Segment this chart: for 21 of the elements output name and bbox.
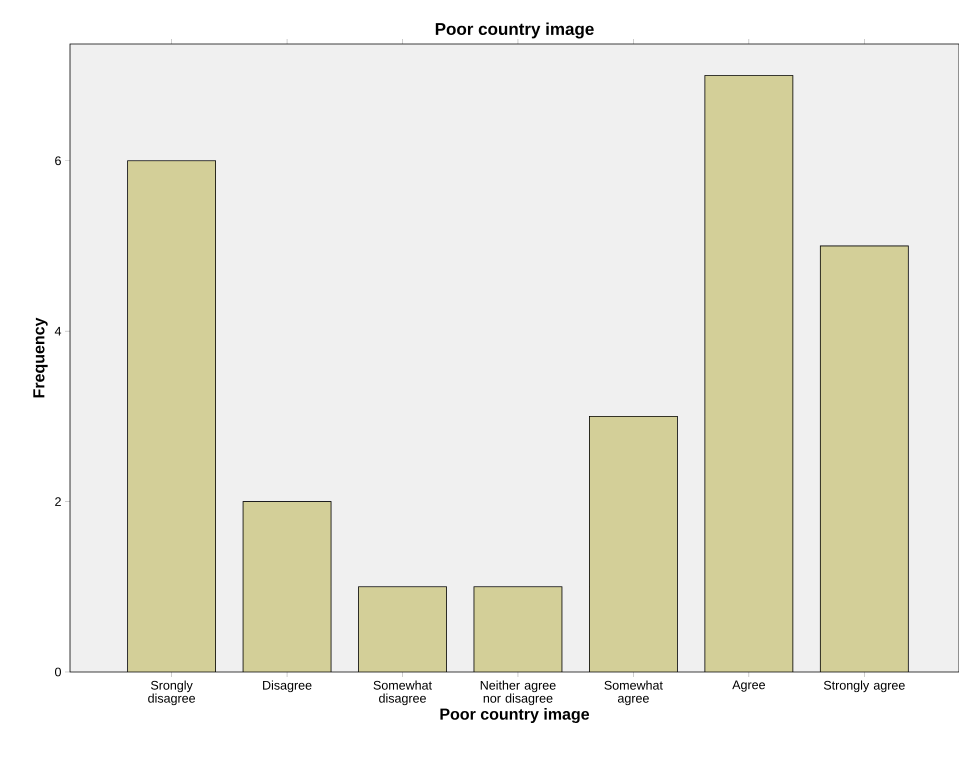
y-axis-title: Frequency (33, 318, 48, 398)
x-tick-label: Disagree (263, 680, 312, 692)
x-tick-label: Somewhat disagree (374, 680, 432, 706)
bar (243, 502, 332, 672)
bar (589, 416, 678, 672)
x-tick-label: Neither agree nor disagree (480, 680, 556, 706)
bar (474, 586, 562, 672)
x-tick-label: Agree (732, 680, 765, 692)
x-axis-title: Poor country image (440, 708, 590, 724)
bar (358, 586, 447, 672)
y-tick-label: 2 (55, 497, 61, 506)
bar (704, 76, 793, 672)
x-tick-label: Strongly agree (824, 680, 905, 692)
chart-title: Poor country image (436, 22, 594, 38)
bar (820, 246, 909, 672)
bar (128, 160, 216, 672)
x-tick-label: Somewhat agree (604, 680, 663, 706)
y-tick-label: 0 (55, 668, 61, 676)
y-tick-label: 6 (55, 156, 61, 166)
x-tick-label: Srongly disagree (148, 680, 196, 706)
y-tick-label: 4 (54, 326, 62, 336)
